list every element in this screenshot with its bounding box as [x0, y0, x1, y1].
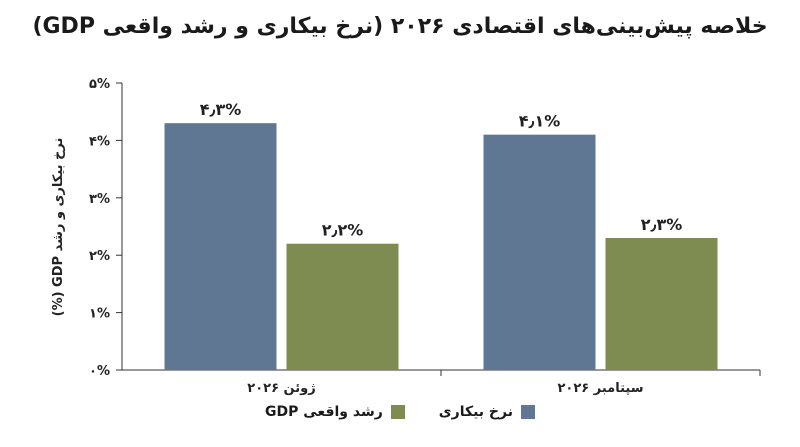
legend-swatch-gdp-growth	[390, 405, 405, 419]
legend-item-gdp-growth[interactable]: رشد واقعی GDP	[265, 404, 405, 420]
bars	[164, 123, 718, 371]
legend: نرخ بیکاری رشد واقعی GDP	[0, 404, 800, 420]
legend-label-gdp-growth: رشد واقعی GDP	[265, 404, 383, 420]
labels: ۴٫۳% ۲٫۲% ژوئن ۲۰۲۶ ۴٫۱% ۲٫۳% سپتامبر ۲۰۲۶	[200, 100, 683, 396]
y-tick-label: ۳%	[89, 192, 110, 207]
y-tick-label: ۴%	[89, 134, 110, 149]
y-tick-label: ۲%	[89, 249, 110, 264]
data-label: ۴٫۱%	[519, 112, 561, 131]
data-label: ۲٫۳%	[641, 215, 683, 234]
y-axis-label: نرخ بیکاری و رشد GDP (%)	[51, 138, 66, 317]
data-label: ۲٫۲%	[322, 221, 364, 240]
y-tick-label: ۱%	[89, 307, 110, 322]
bar	[164, 123, 277, 371]
data-label: ۴٫۳%	[200, 100, 242, 119]
legend-item-unemployment[interactable]: نرخ بیکاری	[439, 404, 535, 420]
chart-title: خلاصه پیش‌بینی‌های اقتصادی ۲۰۲۶ (نرخ بیک…	[32, 14, 768, 39]
bar	[605, 237, 718, 370]
legend-swatch-unemployment	[521, 405, 535, 419]
y-tick-label: ۰%	[89, 364, 110, 379]
x-tick-label: سپتامبر ۲۰۲۶	[558, 381, 644, 396]
x-tick-label: ژوئن ۲۰۲۶	[247, 381, 315, 396]
bar	[286, 243, 399, 370]
y-tick-label: ۵%	[89, 77, 110, 92]
bar	[483, 134, 596, 370]
legend-label-unemployment: نرخ بیکاری	[438, 404, 513, 420]
